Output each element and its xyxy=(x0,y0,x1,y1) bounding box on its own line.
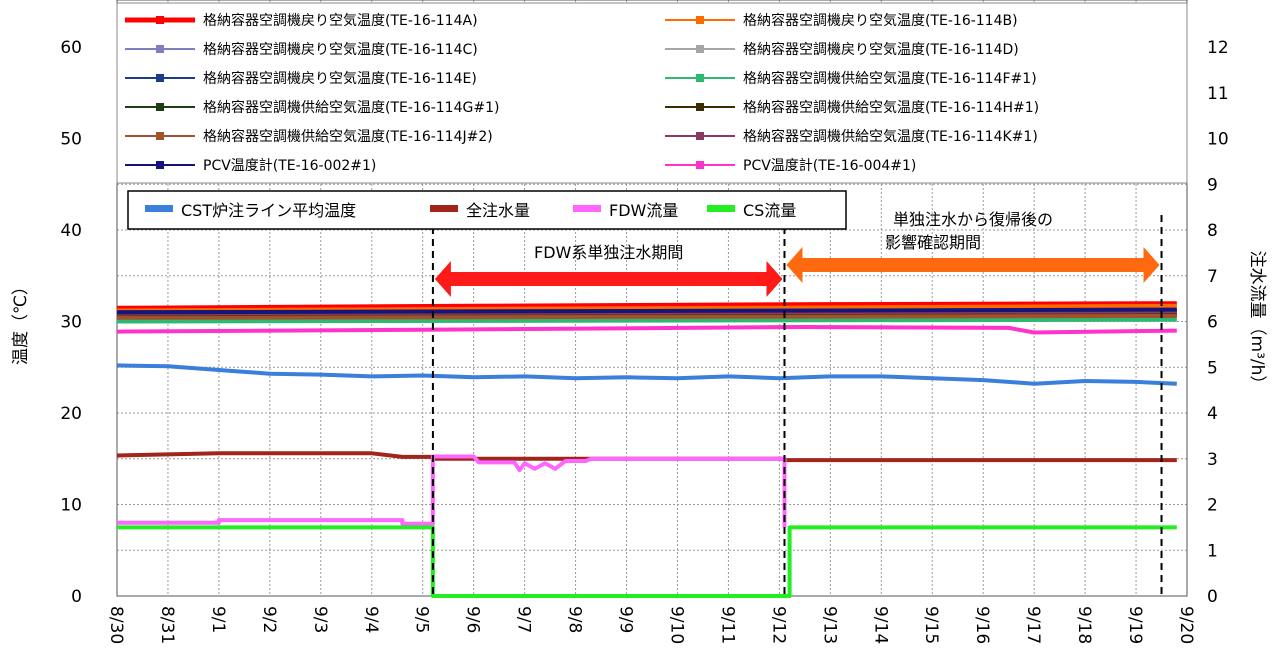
inner-legend-label: FDW流量 xyxy=(609,201,678,220)
y-left-tick-label: 60 xyxy=(60,38,82,58)
annotation-label: 影響確認期間 xyxy=(885,233,981,252)
y-right-tick-label: 10 xyxy=(1207,130,1229,150)
inner-legend-label: 全注水量 xyxy=(466,201,530,220)
legend-swatch-marker xyxy=(156,74,164,82)
x-tick-label: 9/4 xyxy=(361,606,381,633)
inner-legend-swatch xyxy=(573,205,601,212)
series-line xyxy=(116,317,1177,324)
x-tick-label: 9/6 xyxy=(463,606,483,633)
x-tick-label: 9/14 xyxy=(870,606,890,644)
x-tick-label: 9/8 xyxy=(565,606,585,633)
legend-label: 格納容器空調機戻り空気温度(TE-16-114B) xyxy=(743,12,1018,29)
series-layer xyxy=(116,301,1177,598)
x-tick-label: 9/18 xyxy=(1074,606,1094,644)
legend-top: 格納容器空調機戻り空気温度(TE-16-114A) 格納容器空調機戻り空気温度(T… xyxy=(116,2,1188,184)
legend-swatch-marker xyxy=(696,45,704,53)
y-left-tick-label: 40 xyxy=(60,221,82,241)
legend-label: 格納容器空調機戻り空気温度(TE-16-114E) xyxy=(203,70,477,87)
y-left-tick-label: 50 xyxy=(60,130,82,150)
legend-label: 格納容器空調機供給空気温度(TE-16-114H#1) xyxy=(743,99,1039,116)
period-markers xyxy=(431,215,1163,596)
y-right-tick-label: 9 xyxy=(1207,175,1218,195)
inner-legend-label: CS流量 xyxy=(743,201,796,220)
legend-swatch-marker xyxy=(156,103,164,111)
x-tick-label: 8/31 xyxy=(157,606,177,644)
y-right-tick-label: 8 xyxy=(1207,221,1218,241)
legend-label: 格納容器空調機供給空気温度(TE-16-114K#1) xyxy=(743,128,1038,145)
x-tick-label: 9/2 xyxy=(259,606,279,633)
legend-label: 格納容器空調機供給空気温度(TE-16-114F#1) xyxy=(743,70,1037,87)
x-tick-label: 9/5 xyxy=(412,606,432,633)
series-line xyxy=(116,363,1177,386)
x-tick-label: 9/3 xyxy=(310,606,330,633)
y-left-tick-label: 20 xyxy=(60,404,82,424)
y-right-tick-label: 0 xyxy=(1207,587,1218,607)
legend-label: 格納容器空調機戻り空気温度(TE-16-114D) xyxy=(743,41,1019,58)
legend-swatch-marker xyxy=(696,16,704,24)
legend-swatch-marker xyxy=(156,45,164,53)
y-right-tick-label: 7 xyxy=(1207,267,1218,287)
series-line xyxy=(116,307,1177,315)
x-tick-label: 9/11 xyxy=(717,606,737,644)
legend-label: 格納容器空調機戻り空気温度(TE-16-114C) xyxy=(203,41,478,58)
x-tick-label: 9/19 xyxy=(1125,606,1145,644)
legend-label: 格納容器空調機供給空気温度(TE-16-114J#2) xyxy=(203,128,493,145)
legend-swatch-marker xyxy=(156,161,164,169)
legend-label: 格納容器空調機戻り空気温度(TE-16-114A) xyxy=(203,12,478,29)
x-tick-label: 9/13 xyxy=(819,606,839,644)
double-arrow xyxy=(786,247,1160,283)
x-tick-label: 9/20 xyxy=(1176,606,1196,644)
x-tick-label: 9/1 xyxy=(208,606,228,633)
annotation-label: FDW系単独注水期間 xyxy=(534,243,683,262)
inner-legend-swatch xyxy=(145,205,173,212)
inner-legend-swatch xyxy=(707,205,735,212)
series-line xyxy=(116,314,1177,320)
y-right-tick-label: 4 xyxy=(1207,404,1218,424)
legend-swatch-marker xyxy=(696,132,704,140)
y-left-axis-label: 温度（℃） xyxy=(11,278,31,365)
y-right-tick-label: 6 xyxy=(1207,313,1218,333)
series-line xyxy=(116,301,1177,310)
legend-swatch-marker xyxy=(696,161,704,169)
series-line xyxy=(117,525,1177,598)
x-tick-label: 8/30 xyxy=(106,606,126,644)
y-left-tick-label: 30 xyxy=(60,313,82,333)
legend-swatch-marker xyxy=(156,132,164,140)
inner-legend-label: CST炉注ライン平均温度 xyxy=(181,201,356,220)
legend-inner: CST炉注ライン平均温度 全注水量 FDW流量 CS流量 xyxy=(127,190,847,230)
x-tick-label: 9/12 xyxy=(768,606,788,644)
y-right-tick-label: 3 xyxy=(1207,450,1218,470)
series-line xyxy=(117,454,787,528)
series-line xyxy=(116,303,1177,313)
annotation-label: 単独注水から復帰後の xyxy=(893,210,1053,229)
legend-swatch-marker xyxy=(156,16,164,24)
legend-label: PCV温度計(TE-16-004#1) xyxy=(743,158,916,174)
legend-label: PCV温度計(TE-16-002#1) xyxy=(203,158,376,174)
x-tick-label: 9/17 xyxy=(1023,606,1043,644)
legend-box xyxy=(116,2,1188,184)
y-left-tick-label: 0 xyxy=(71,587,82,607)
y-right-axis-label: 注水流量（m³/h） xyxy=(1247,251,1267,393)
legend-swatch-marker xyxy=(696,74,704,82)
legend-label: 格納容器空調機供給空気温度(TE-16-114G#1) xyxy=(203,99,499,116)
x-tick-label: 9/9 xyxy=(616,606,636,633)
y-right-tick-label: 1 xyxy=(1207,541,1218,561)
x-tick-label: 9/16 xyxy=(972,606,992,644)
legend-swatch-marker xyxy=(696,103,704,111)
y-left-tick-label: 10 xyxy=(60,496,82,516)
x-tick-label: 9/15 xyxy=(921,606,941,644)
y-right-tick-label: 2 xyxy=(1207,496,1218,516)
inner-legend-swatch xyxy=(430,205,458,212)
y-right-tick-label: 11 xyxy=(1207,84,1229,104)
x-tick-label: 9/7 xyxy=(514,606,534,633)
double-arrow xyxy=(434,261,783,297)
series-line xyxy=(116,325,1177,335)
x-tick-label: 9/10 xyxy=(666,606,686,644)
y-right-tick-label: 12 xyxy=(1207,38,1229,58)
y-right-tick-label: 5 xyxy=(1207,358,1218,378)
